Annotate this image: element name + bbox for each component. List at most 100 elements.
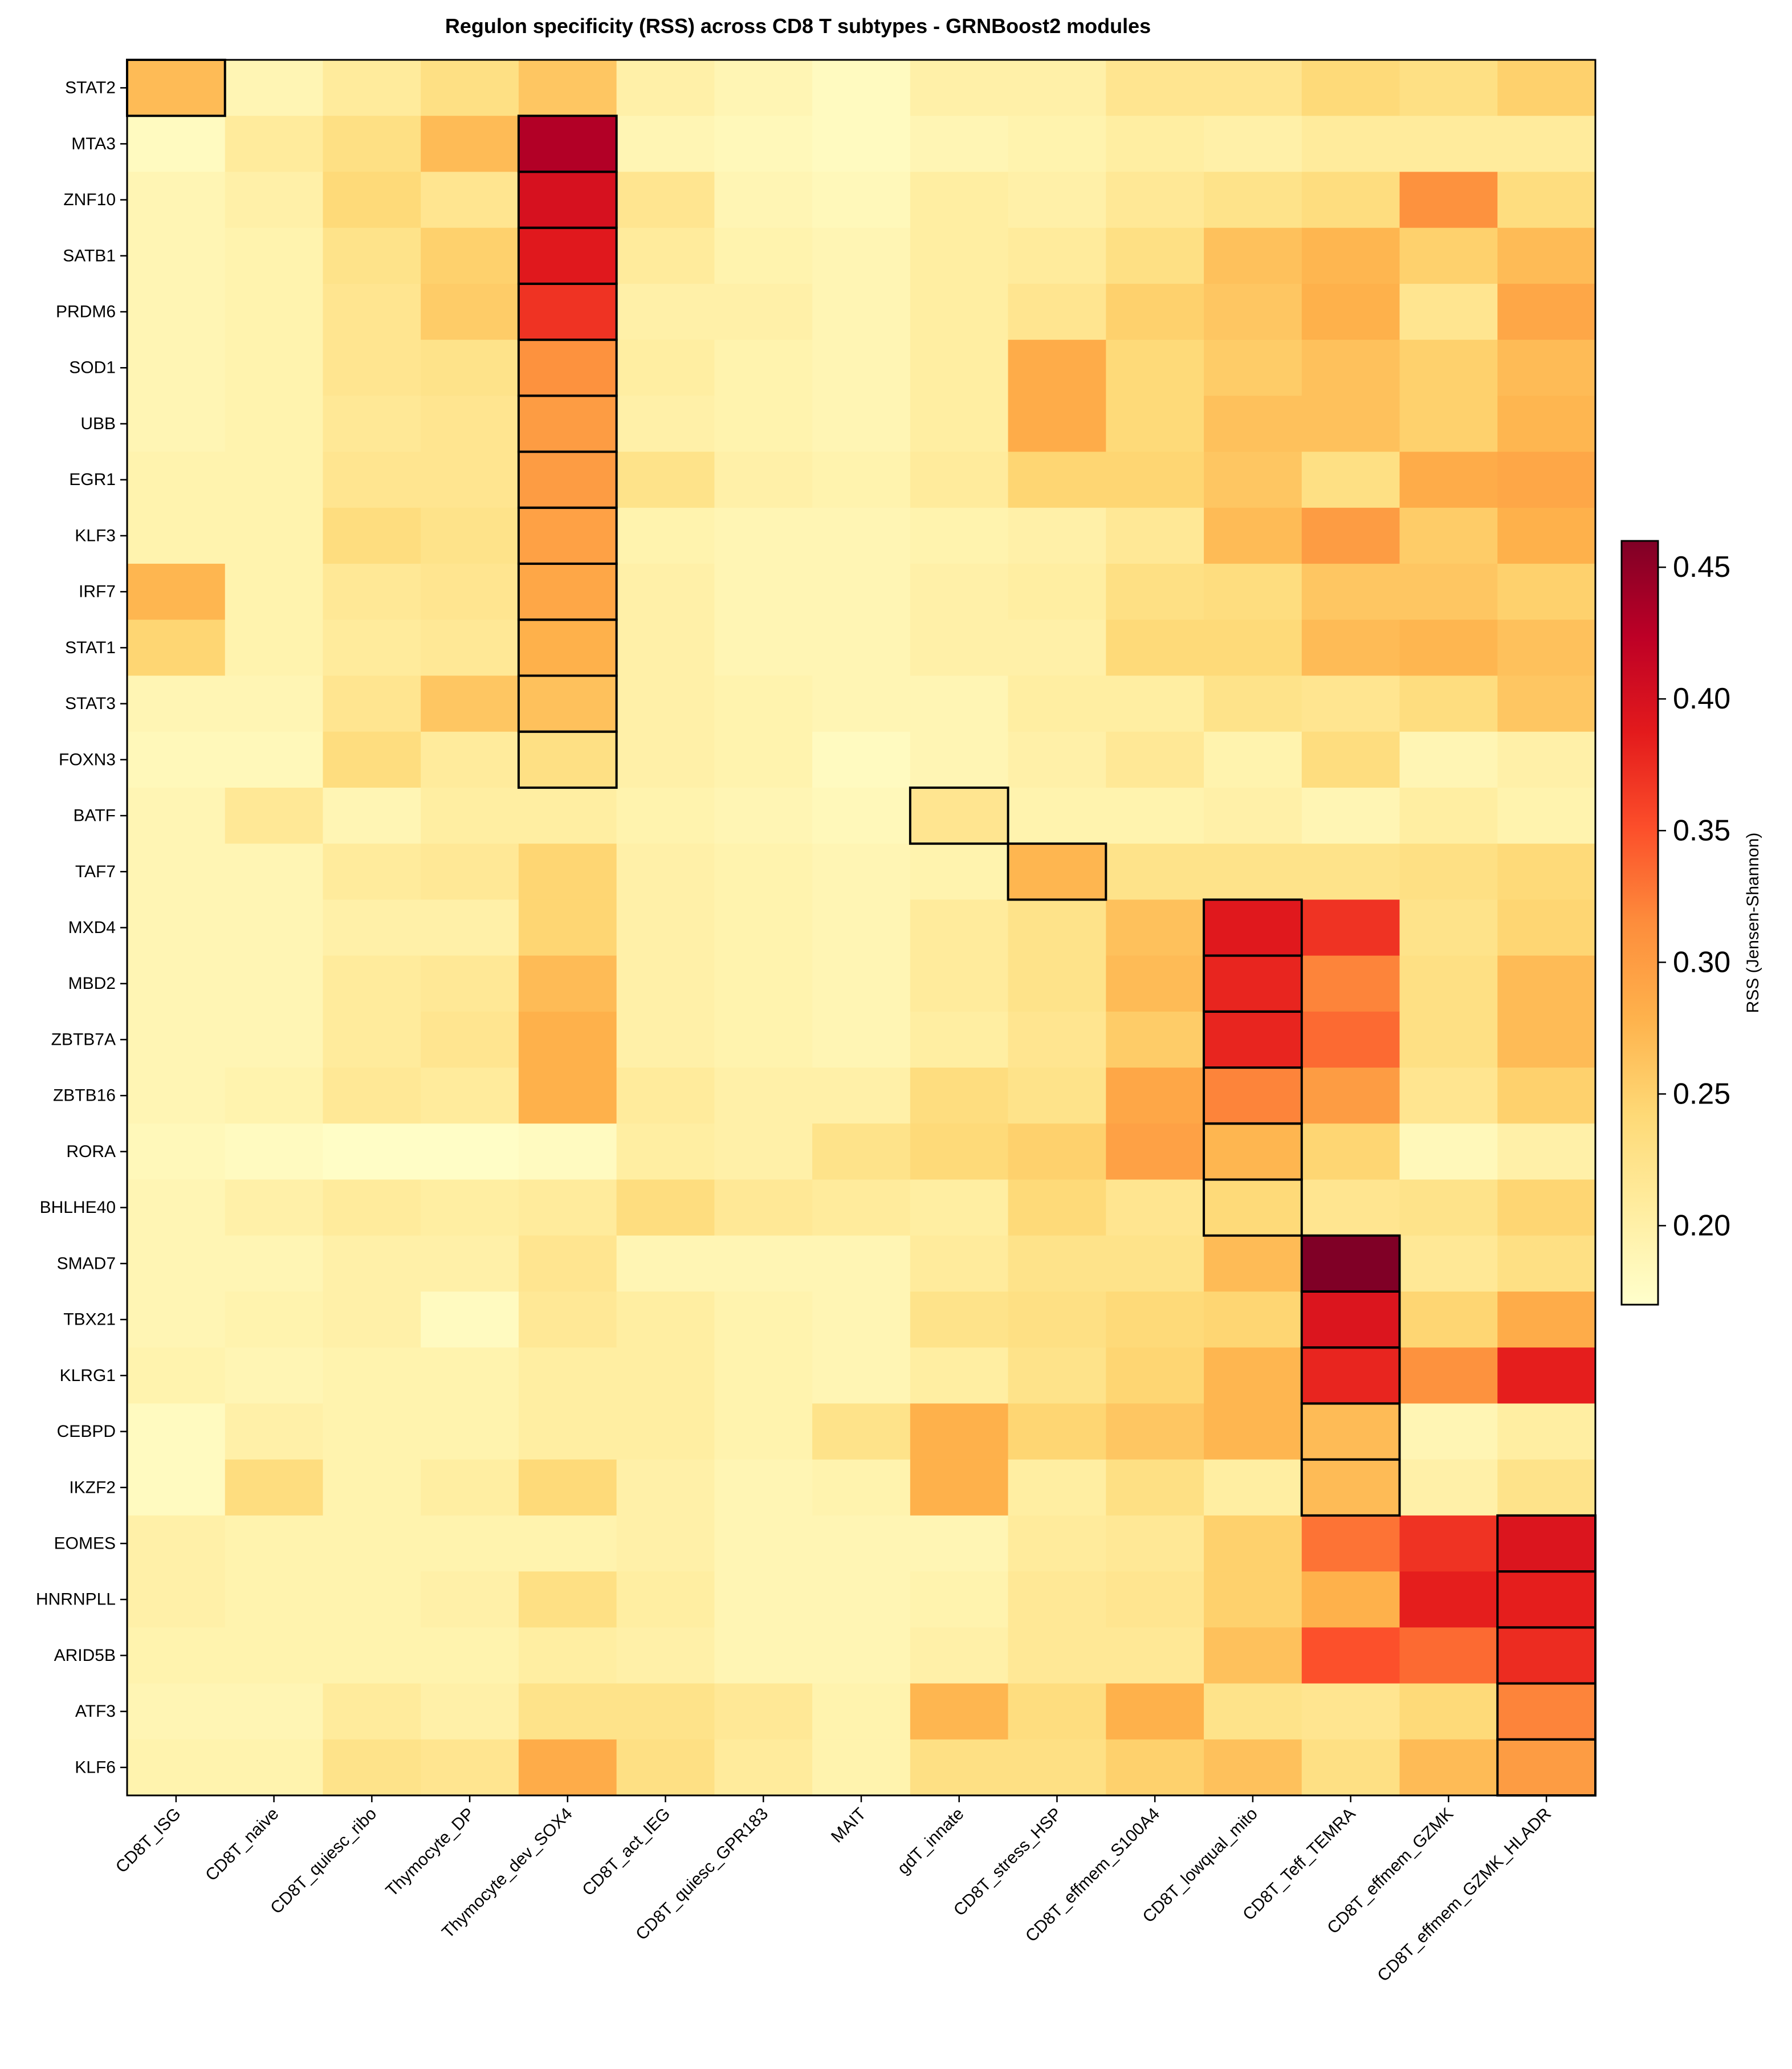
heatmap-cell: [910, 1459, 1009, 1516]
heatmap-cell: [127, 172, 226, 229]
heatmap-cell: [1008, 1515, 1106, 1572]
heatmap-cell: [1301, 1515, 1400, 1572]
heatmap-cell: [421, 731, 519, 788]
heatmap-cell: [518, 955, 617, 1012]
heatmap-cell: [127, 60, 226, 116]
heatmap-cell: [518, 1068, 617, 1124]
heatmap-cell: [323, 731, 421, 788]
heatmap-cell: [616, 1347, 715, 1404]
heatmap-cell: [714, 1571, 813, 1628]
heatmap-cell: [910, 507, 1009, 564]
heatmap-cell: [127, 283, 226, 340]
heatmap-cell: [1301, 1291, 1400, 1348]
heatmap-cell: [1497, 227, 1596, 284]
heatmap-cell: [518, 1123, 617, 1180]
heatmap-cell: [127, 1068, 226, 1124]
heatmap-cell: [910, 116, 1009, 173]
heatmap-cell: [127, 1347, 226, 1404]
heatmap-cell: [1008, 340, 1106, 396]
heatmap-cell: [1008, 564, 1106, 620]
heatmap-cell: [1008, 1235, 1106, 1292]
heatmap-cell: [1106, 787, 1204, 844]
heatmap-cell: [323, 1515, 421, 1572]
heatmap-cell: [714, 227, 813, 284]
heatmap-cell: [1204, 787, 1302, 844]
heatmap-cell: [1497, 899, 1596, 956]
heatmap-cell: [1399, 60, 1498, 116]
heatmap-cell: [225, 1123, 324, 1180]
heatmap-cell: [518, 451, 617, 508]
heatmap-cell: [127, 675, 226, 732]
colorbar-frame: [1620, 540, 1659, 1306]
heatmap-cell: [1008, 844, 1106, 900]
heatmap-cell: [225, 1291, 324, 1348]
heatmap-cell: [1301, 844, 1400, 900]
heatmap-cell: [421, 340, 519, 396]
row-label: UBB: [80, 414, 116, 433]
heatmap-cell: [910, 844, 1009, 900]
heatmap-cell: [1497, 844, 1596, 900]
heatmap-cell: [1204, 396, 1302, 453]
heatmap-cell: [1204, 451, 1302, 508]
heatmap-cell: [1204, 507, 1302, 564]
heatmap-cell: [812, 1179, 911, 1236]
heatmap-cell: [616, 116, 715, 173]
heatmap-cell: [225, 451, 324, 508]
heatmap-cell: [1301, 172, 1400, 229]
heatmap-cell: [518, 1515, 617, 1572]
heatmap-cell: [1399, 1291, 1498, 1348]
heatmap-cell: [1497, 564, 1596, 620]
heatmap-cell: [323, 283, 421, 340]
heatmap-cell: [127, 116, 226, 173]
heatmap-cell: [1008, 731, 1106, 788]
heatmap-cell: [1008, 396, 1106, 453]
heatmap-cell: [1106, 955, 1204, 1012]
heatmap-cell: [910, 675, 1009, 732]
heatmap-cell: [1204, 731, 1302, 788]
heatmap-cell: [323, 787, 421, 844]
heatmap-cell: [323, 1403, 421, 1460]
heatmap-cell: [1008, 116, 1106, 173]
row-label: IRF7: [79, 583, 116, 601]
heatmap-cell: [518, 396, 617, 453]
heatmap-cell: [714, 1403, 813, 1460]
heatmap-cell: [225, 396, 324, 453]
heatmap-cell: [323, 1123, 421, 1180]
heatmap-cell: [616, 1627, 715, 1684]
heatmap-cell: [1106, 675, 1204, 732]
heatmap-cell: [1497, 60, 1596, 116]
heatmap-cell: [1399, 1179, 1498, 1236]
heatmap-cell: [812, 1627, 911, 1684]
heatmap-cell: [518, 1347, 617, 1404]
row-label: ZBTB16: [53, 1086, 116, 1105]
heatmap-cell: [1399, 396, 1498, 453]
heatmap-cell: [421, 899, 519, 956]
heatmap-cell: [225, 731, 324, 788]
heatmap-cell: [1301, 227, 1400, 284]
heatmap-cell: [1301, 1571, 1400, 1628]
colorbar-tick-label: 0.20: [1673, 1209, 1730, 1242]
heatmap-cell: [1008, 1739, 1106, 1796]
heatmap-cell: [1399, 1403, 1498, 1460]
heatmap-cell: [1497, 1235, 1596, 1292]
heatmap-cell: [910, 60, 1009, 116]
heatmap-cell: [714, 564, 813, 620]
heatmap-cell: [616, 1683, 715, 1740]
heatmap-cell: [518, 731, 617, 788]
heatmap-cell: [812, 396, 911, 453]
heatmap-cell: [1497, 955, 1596, 1012]
heatmap-cell: [616, 451, 715, 508]
heatmap-cell: [1008, 1291, 1106, 1348]
heatmap-cell: [323, 1235, 421, 1292]
row-label: CEBPD: [57, 1422, 116, 1441]
heatmap-cell: [1301, 396, 1400, 453]
heatmap-cell: [812, 283, 911, 340]
heatmap-cell: [1399, 340, 1498, 396]
heatmap-cell: [616, 1235, 715, 1292]
heatmap-cell: [910, 172, 1009, 229]
heatmap-cell: [1204, 620, 1302, 677]
heatmap-cell: [323, 675, 421, 732]
heatmap-cell: [812, 675, 911, 732]
heatmap-cells: [127, 60, 1596, 1796]
heatmap-cell: [616, 340, 715, 396]
